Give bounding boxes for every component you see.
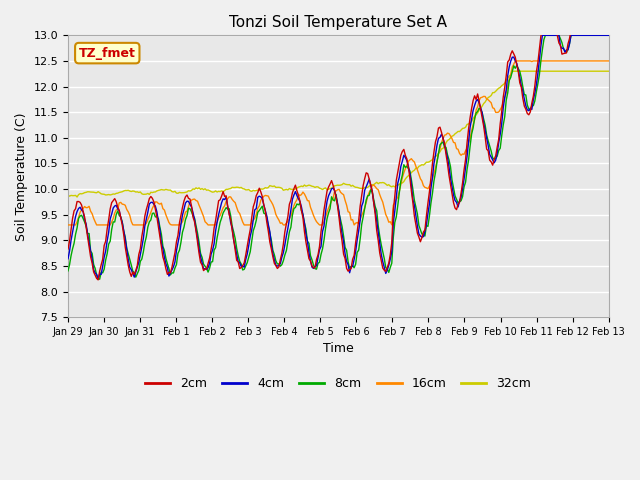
Title: Tonzi Soil Temperature Set A: Tonzi Soil Temperature Set A — [229, 15, 447, 30]
Legend: 2cm, 4cm, 8cm, 16cm, 32cm: 2cm, 4cm, 8cm, 16cm, 32cm — [140, 372, 536, 396]
Text: TZ_fmet: TZ_fmet — [79, 47, 136, 60]
X-axis label: Time: Time — [323, 342, 354, 356]
Y-axis label: Soil Temperature (C): Soil Temperature (C) — [15, 112, 28, 240]
